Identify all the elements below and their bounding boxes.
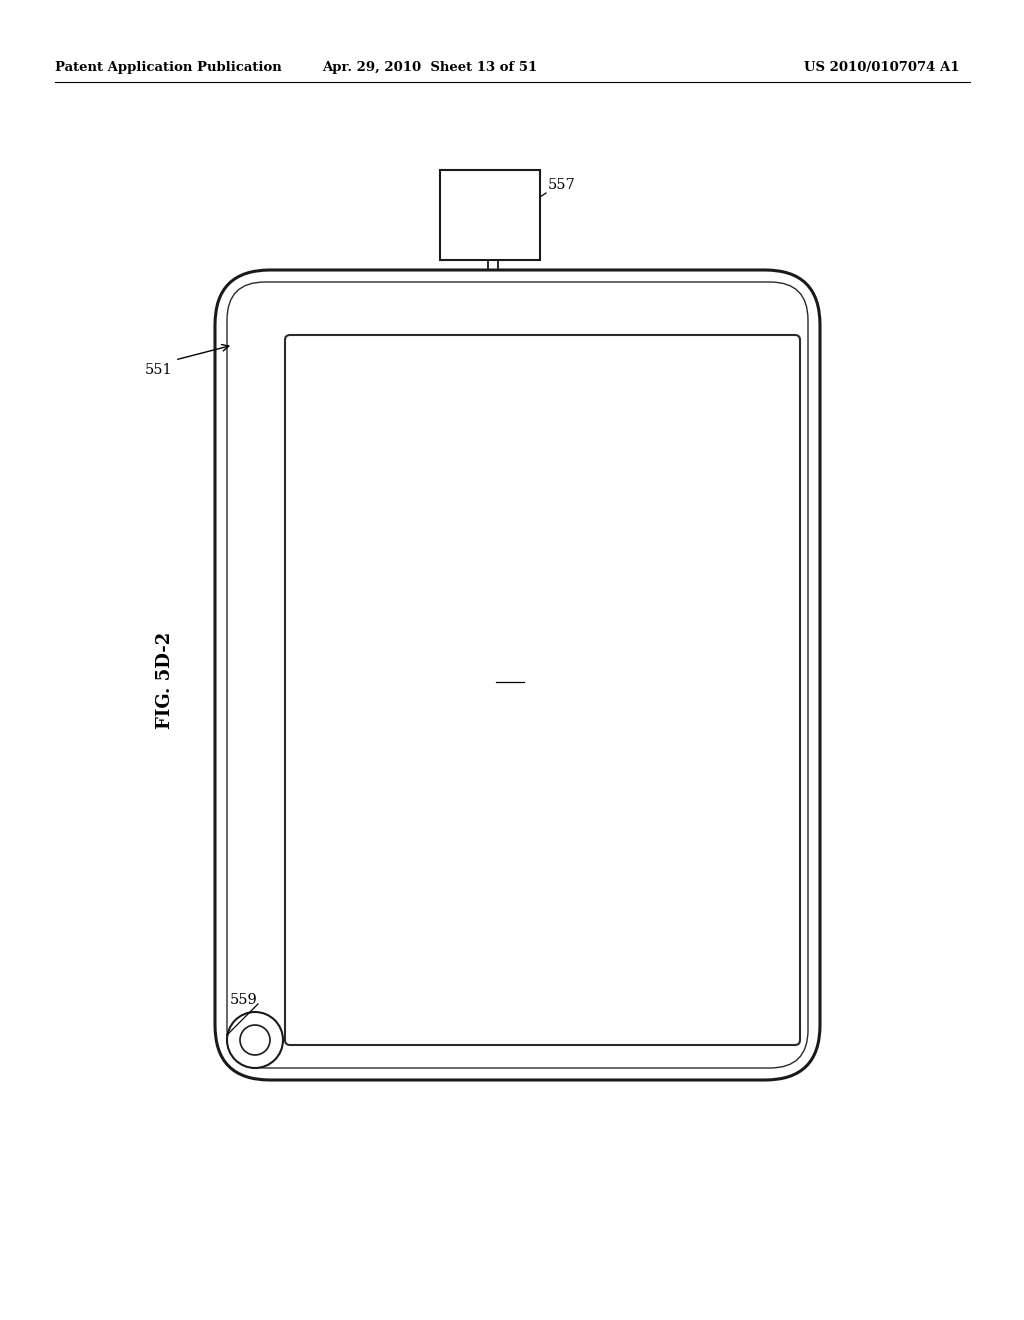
Text: US 2010/0107074 A1: US 2010/0107074 A1 [805, 62, 961, 74]
Circle shape [227, 1012, 283, 1068]
Text: Patent Application Publication: Patent Application Publication [55, 62, 282, 74]
Text: 557: 557 [548, 178, 575, 191]
Bar [440, 170, 540, 260]
Text: 551: 551 [145, 363, 173, 378]
Text: 560: 560 [496, 663, 524, 677]
Text: FIG. 5D-2: FIG. 5D-2 [156, 631, 174, 729]
FancyBboxPatch shape [215, 271, 820, 1080]
Circle shape [240, 1026, 270, 1055]
FancyBboxPatch shape [285, 335, 800, 1045]
Text: Apr. 29, 2010  Sheet 13 of 51: Apr. 29, 2010 Sheet 13 of 51 [323, 62, 538, 74]
Text: 559: 559 [230, 993, 258, 1007]
